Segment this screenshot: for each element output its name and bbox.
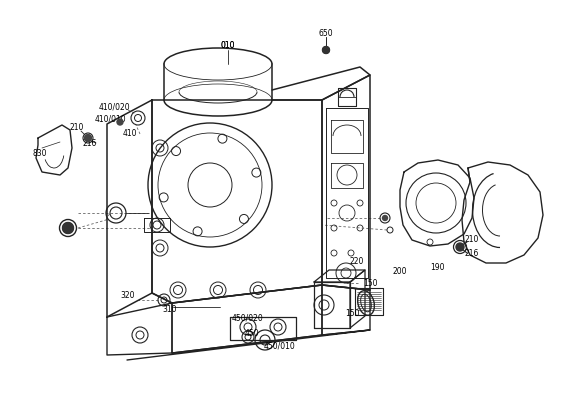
Text: 830: 830 bbox=[33, 148, 47, 158]
Text: 010: 010 bbox=[221, 40, 235, 50]
Text: 450/010: 450/010 bbox=[264, 342, 296, 350]
Text: 650: 650 bbox=[319, 28, 333, 38]
Text: 450/020: 450/020 bbox=[232, 314, 264, 322]
Text: 210: 210 bbox=[70, 124, 84, 132]
Text: 150: 150 bbox=[345, 308, 359, 318]
Text: 216: 216 bbox=[83, 138, 97, 148]
Circle shape bbox=[84, 134, 92, 142]
Text: 210: 210 bbox=[465, 234, 479, 244]
Text: 410: 410 bbox=[123, 130, 137, 138]
Circle shape bbox=[62, 222, 74, 234]
Circle shape bbox=[117, 119, 123, 125]
Text: 216: 216 bbox=[465, 248, 479, 258]
Text: 150: 150 bbox=[363, 278, 378, 288]
Text: 200: 200 bbox=[393, 266, 408, 276]
Text: 450: 450 bbox=[245, 328, 259, 338]
Text: 320: 320 bbox=[121, 292, 135, 300]
Text: 010: 010 bbox=[221, 40, 235, 50]
Circle shape bbox=[323, 46, 329, 54]
Circle shape bbox=[383, 216, 388, 220]
Text: 410/020: 410/020 bbox=[98, 102, 130, 112]
Text: 410/010: 410/010 bbox=[94, 114, 126, 124]
Circle shape bbox=[456, 243, 464, 251]
Text: 220: 220 bbox=[350, 256, 364, 266]
Text: 310: 310 bbox=[163, 306, 177, 314]
Text: 190: 190 bbox=[430, 264, 444, 272]
